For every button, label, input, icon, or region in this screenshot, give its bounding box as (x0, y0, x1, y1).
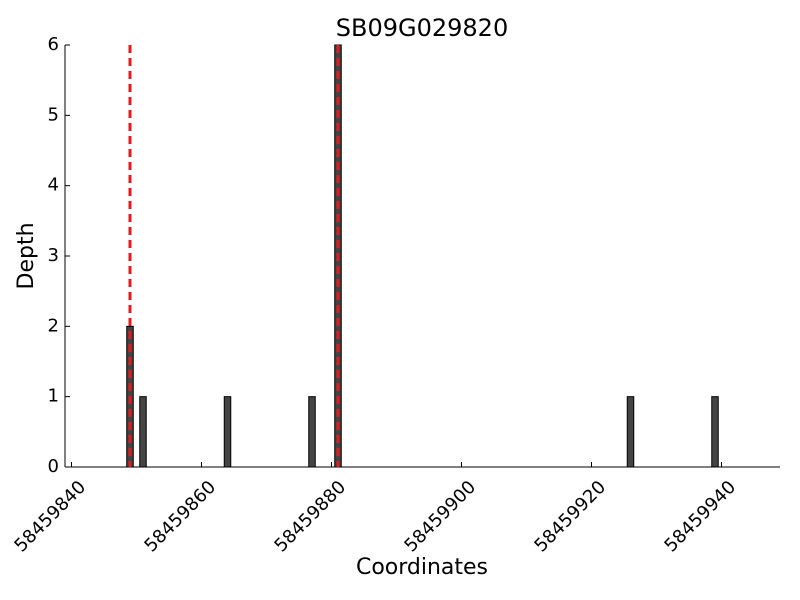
y-axis-label: Depth (14, 222, 39, 289)
x-tick-label: 58459880 (270, 477, 350, 557)
bar (223, 396, 232, 468)
y-tick-label: 3 (48, 245, 59, 266)
y-tick-label: 2 (48, 315, 59, 336)
y-tick-label: 6 (48, 34, 59, 55)
x-tick-label: 58459900 (400, 477, 480, 557)
bar (139, 396, 147, 468)
y-tick-label: 0 (48, 456, 59, 477)
y-tick-label: 1 (48, 386, 59, 407)
y-tick-label: 5 (48, 104, 59, 125)
x-tick-label: 58459940 (660, 477, 740, 557)
x-tick-label: 58459860 (140, 477, 220, 557)
x-tick-label: 58459920 (530, 477, 610, 557)
y-tick-label: 4 (48, 175, 59, 196)
x-axis-label: Coordinates (356, 555, 488, 580)
x-tick-label: 58459840 (10, 477, 90, 557)
chart-title: SB09G029820 (336, 14, 508, 42)
bar (308, 396, 316, 468)
bar (711, 396, 719, 468)
bar (626, 396, 635, 468)
